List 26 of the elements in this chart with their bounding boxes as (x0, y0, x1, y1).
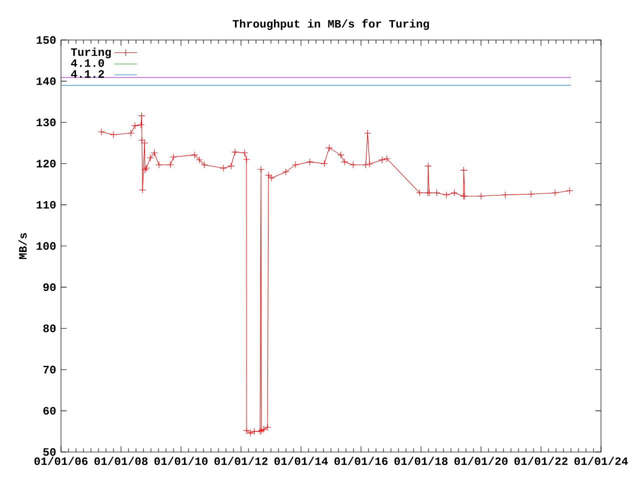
x-tick-label: 01/01/12 (214, 456, 268, 466)
y-tick-label: 90 (43, 283, 56, 292)
x-tick-label: 01/01/10 (154, 456, 208, 466)
legend-label: 4.1.2 (71, 70, 104, 78)
legend-label: Turing (70, 48, 111, 58)
x-tick-label: 01/01/06 (34, 456, 88, 466)
x-tick-label: 01/01/18 (394, 456, 448, 466)
y-tick-label: 70 (43, 366, 56, 374)
x-tick-label: 01/01/16 (334, 456, 388, 466)
y-tick-label: 110 (36, 200, 56, 209)
y-tick-label: 60 (43, 406, 56, 415)
y-tick-label: 100 (36, 242, 56, 250)
chart-title: Throughput in MB/s for Turing (232, 19, 429, 30)
y-tick-label: 120 (36, 160, 56, 168)
y-tick-label: 140 (36, 77, 56, 86)
x-tick-label: 01/01/08 (94, 456, 148, 466)
x-tick-label: 01/01/22 (514, 456, 568, 466)
y-tick-label: 150 (36, 36, 56, 44)
y-axis-title: MB/s (18, 233, 27, 260)
legend-label: 4.1.0 (71, 59, 104, 67)
x-tick-label: 01/01/24 (574, 456, 628, 466)
y-tick-label: 130 (36, 118, 56, 126)
x-tick-label: 01/01/14 (274, 456, 328, 466)
x-tick-label: 01/01/20 (454, 456, 508, 466)
y-tick-label: 80 (43, 324, 56, 332)
y-tick-label: 50 (43, 448, 56, 456)
